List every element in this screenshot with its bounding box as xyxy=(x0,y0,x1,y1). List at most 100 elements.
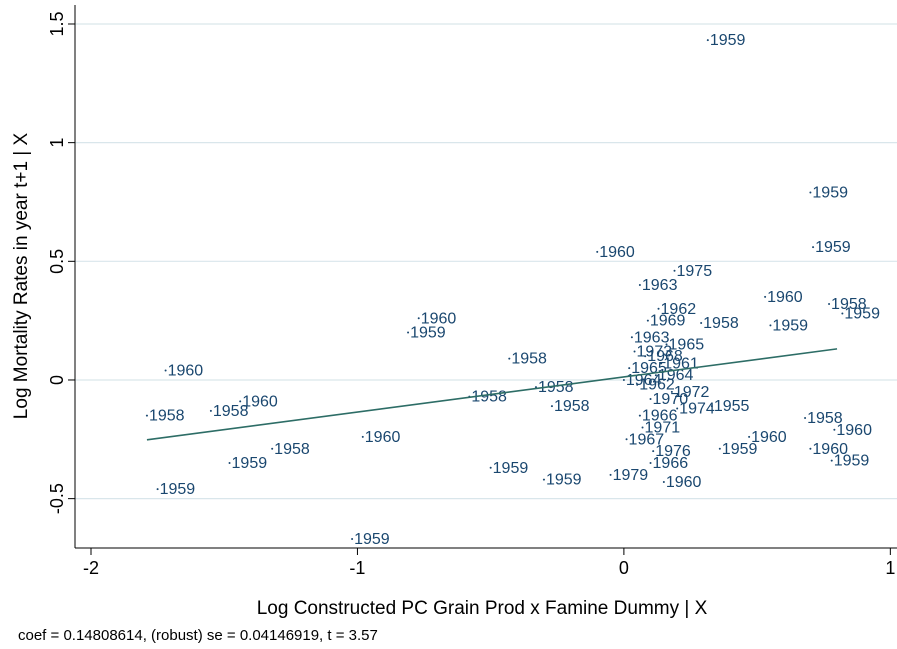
x-tick-label: -2 xyxy=(83,558,99,578)
x-axis-label: Log Constructed PC Grain Prod x Famine D… xyxy=(257,598,708,619)
point xyxy=(417,317,420,320)
point xyxy=(809,447,812,450)
point xyxy=(508,357,511,360)
x-tick-label: 1 xyxy=(885,558,895,578)
point xyxy=(636,383,639,386)
point xyxy=(662,481,665,484)
point-label: 1959 xyxy=(232,455,268,472)
point-label: 1959 xyxy=(812,184,848,201)
point xyxy=(649,397,652,400)
point-label: 1976 xyxy=(655,443,691,460)
point xyxy=(804,416,807,419)
point xyxy=(145,414,148,417)
point xyxy=(534,386,537,389)
point xyxy=(638,414,641,417)
point-label: 1975 xyxy=(677,263,713,280)
point-label: 1958 xyxy=(511,351,547,368)
point-label: 1958 xyxy=(703,315,739,332)
point-label: 1958 xyxy=(554,398,590,415)
point xyxy=(748,435,751,438)
point-label: 1959 xyxy=(834,453,870,470)
point xyxy=(209,409,212,412)
point xyxy=(673,269,676,272)
point xyxy=(596,250,599,253)
y-tick-label: 0 xyxy=(47,375,67,385)
point-label: 1979 xyxy=(613,467,649,484)
point xyxy=(654,374,657,377)
point-label: 1959 xyxy=(710,32,746,49)
point-label: 1966 xyxy=(642,408,678,425)
point-label: 1960 xyxy=(168,362,204,379)
point xyxy=(841,312,844,315)
point-label: 1959 xyxy=(160,481,196,498)
point xyxy=(652,450,655,453)
point-label: 1959 xyxy=(815,239,851,256)
point-label: 1963 xyxy=(634,329,670,346)
point xyxy=(164,369,167,372)
point xyxy=(407,331,410,334)
point xyxy=(700,322,703,325)
point xyxy=(638,284,641,287)
point-label: 1960 xyxy=(666,474,702,491)
point-label: 1970 xyxy=(653,391,689,408)
point-label: 1955 xyxy=(714,398,750,415)
point-label: 1974 xyxy=(679,400,715,417)
point-label: 1960 xyxy=(599,244,635,261)
point xyxy=(625,438,628,441)
point-label: 1973 xyxy=(637,343,673,360)
point-label: 1958 xyxy=(831,296,867,313)
point xyxy=(718,447,721,450)
point xyxy=(764,295,767,298)
point xyxy=(665,343,668,346)
point-label: 1959 xyxy=(410,325,446,342)
point xyxy=(644,355,647,358)
point xyxy=(649,462,652,465)
point xyxy=(550,405,553,408)
point xyxy=(646,319,649,322)
fit-line xyxy=(146,348,838,441)
point xyxy=(809,191,812,194)
point xyxy=(622,378,625,381)
y-tick-label: 1.5 xyxy=(47,11,67,36)
point xyxy=(228,462,231,465)
point-label: 1958 xyxy=(274,441,310,458)
x-tick-label: 0 xyxy=(619,558,629,578)
point xyxy=(271,447,274,450)
note: coef = 0.14808614, (robust) se = 0.04146… xyxy=(18,627,378,644)
point xyxy=(676,407,679,410)
point-label: 1959 xyxy=(772,317,808,334)
point xyxy=(812,246,815,249)
point-label: 1969 xyxy=(650,313,686,330)
point xyxy=(660,362,663,365)
y-tick-label: -0.5 xyxy=(47,483,67,514)
point-label: 1960 xyxy=(812,441,848,458)
x-tick-label: -1 xyxy=(349,558,365,578)
point-label: 1960 xyxy=(836,422,872,439)
point xyxy=(706,39,709,42)
point xyxy=(156,488,159,491)
point-label: 1971 xyxy=(645,419,681,436)
y-tick-label: 1 xyxy=(47,138,67,148)
point xyxy=(833,428,836,431)
point xyxy=(657,307,660,310)
point xyxy=(361,435,364,438)
point-label: 1965 xyxy=(669,336,705,353)
point-label: 1959 xyxy=(722,441,758,458)
point xyxy=(633,350,636,353)
y-tick-label: 0.5 xyxy=(47,249,67,274)
point xyxy=(641,426,644,429)
point xyxy=(609,473,612,476)
point-label: 1960 xyxy=(242,393,278,410)
point-label: 1966 xyxy=(653,455,689,472)
point-label: 1963 xyxy=(642,277,678,294)
point-label: 1962 xyxy=(661,301,697,318)
point xyxy=(351,537,354,540)
point-label: 1962 xyxy=(639,377,675,394)
point xyxy=(710,405,713,408)
point-label: 1967 xyxy=(629,431,665,448)
point-label: 1958 xyxy=(807,410,843,427)
point-label: 1959 xyxy=(546,472,582,489)
point xyxy=(670,390,673,393)
point xyxy=(828,303,831,306)
